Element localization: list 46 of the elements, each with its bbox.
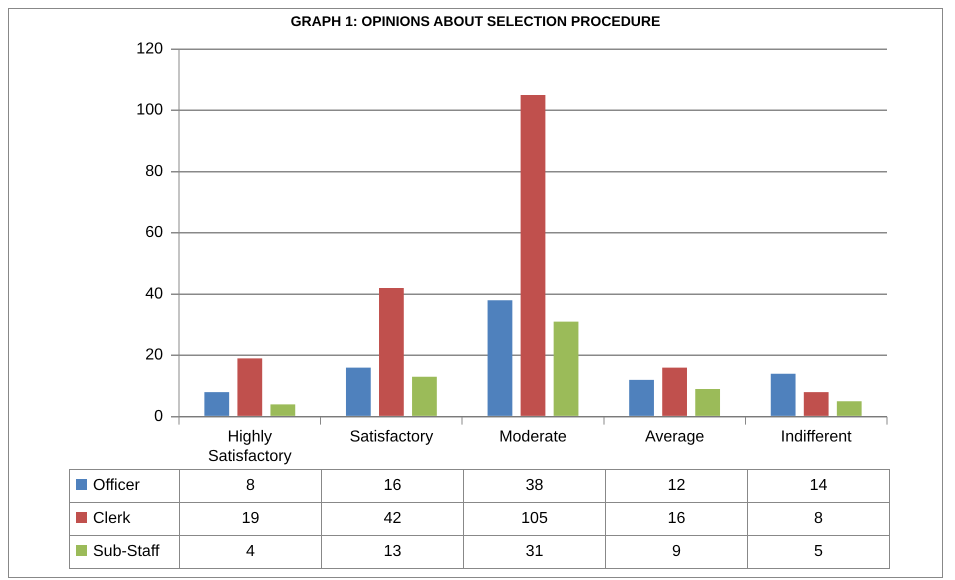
x-tick-label: Indifferent bbox=[780, 428, 852, 446]
data-label: 42 bbox=[322, 502, 464, 536]
legend-label: Officer bbox=[70, 470, 180, 502]
bar bbox=[346, 368, 371, 416]
data-label: 14 bbox=[748, 470, 890, 502]
data-label: 8 bbox=[180, 470, 322, 502]
bar bbox=[629, 380, 654, 416]
y-tick-label: 120 bbox=[136, 40, 164, 58]
bar bbox=[488, 300, 512, 416]
bar bbox=[412, 376, 437, 416]
y-tick-label: 20 bbox=[145, 346, 164, 364]
bar bbox=[662, 368, 687, 416]
data-label: 5 bbox=[748, 536, 890, 568]
bar bbox=[695, 389, 720, 416]
data-label: 19 bbox=[180, 502, 322, 536]
bar bbox=[836, 401, 862, 416]
y-tick-label: 60 bbox=[145, 224, 164, 242]
x-tick-label: Average bbox=[644, 428, 704, 446]
bar bbox=[237, 358, 262, 416]
data-label: 31 bbox=[464, 536, 606, 568]
legend-label: Sub-Staff bbox=[70, 536, 180, 568]
bar bbox=[270, 404, 296, 416]
data-label: 16 bbox=[606, 502, 748, 536]
data-label: 13 bbox=[322, 536, 464, 568]
bar bbox=[379, 288, 404, 416]
x-tick-label: Moderate bbox=[499, 428, 567, 446]
data-label: 105 bbox=[464, 502, 606, 536]
chart-title: GRAPH 1: OPINIONS ABOUT SELECTION PROCEDURE bbox=[290, 13, 662, 29]
bar bbox=[554, 322, 578, 416]
legend-label: Clerk bbox=[70, 502, 180, 536]
bar bbox=[204, 392, 230, 416]
y-tick-label: 80 bbox=[145, 162, 164, 180]
x-tick-label: Highly Satisfactory bbox=[208, 428, 292, 465]
y-tick-label: 0 bbox=[154, 408, 164, 426]
data-label: 9 bbox=[606, 536, 748, 568]
bar bbox=[520, 94, 546, 416]
data-label: 16 bbox=[322, 470, 464, 502]
y-tick-label: 100 bbox=[136, 102, 164, 119]
bar bbox=[804, 392, 829, 416]
data-label: 38 bbox=[464, 470, 606, 502]
y-tick-label: 40 bbox=[145, 285, 164, 302]
x-tick-label: Satisfactory bbox=[350, 428, 434, 446]
data-label: 4 bbox=[180, 536, 322, 568]
data-label: 8 bbox=[748, 502, 890, 536]
data-label: 12 bbox=[606, 470, 748, 502]
bar bbox=[770, 374, 796, 416]
